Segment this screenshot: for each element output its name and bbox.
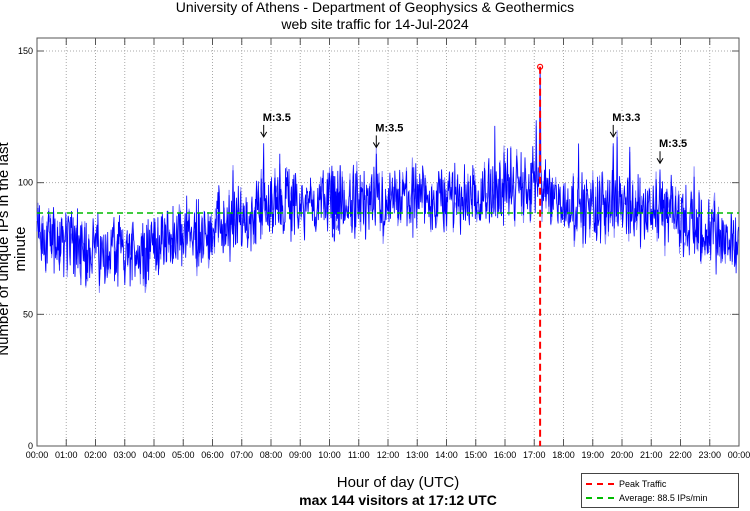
x-tick-label: 04:00 — [143, 450, 166, 460]
x-tick-label: 00:00 — [26, 450, 49, 460]
legend-label-average: Average: 88.5 IPs/min — [619, 493, 708, 503]
x-axis-label: Hour of day (UTC) — [336, 474, 460, 491]
annotation-arrowhead — [609, 131, 617, 138]
x-tick-label: 11:00 — [348, 450, 370, 460]
legend-item-peak: Peak Traffic — [586, 478, 666, 490]
x-tick-label: 06:00 — [201, 450, 224, 460]
y-tick-label: 50 — [23, 309, 33, 319]
x-tick-label: 15:00 — [464, 450, 487, 460]
x-tick-label: 14:00 — [435, 450, 458, 460]
x-tick-label: 12:00 — [377, 450, 400, 460]
x-tick-label: 01:00 — [55, 450, 78, 460]
y-tick-label: 100 — [18, 178, 33, 188]
annotation-arrowhead — [372, 142, 380, 149]
legend-swatch-average — [586, 497, 614, 499]
x-tick-label: 20:00 — [611, 450, 634, 460]
x-tick-label: 09:00 — [289, 450, 312, 460]
peak-marker — [536, 63, 544, 70]
peak-caption: max 144 visitors at 17:12 UTC — [299, 492, 497, 508]
legend-label-peak: Peak Traffic — [619, 479, 667, 489]
annotation-arrowhead — [656, 157, 664, 165]
series-line — [36, 66, 739, 287]
chart-subtitle: web site traffic for 14-Jul-2024 — [281, 16, 469, 32]
legend-swatch-peak — [586, 483, 614, 485]
x-tick-label: 22:00 — [669, 450, 692, 460]
legend-item-average: Average: 88.5 IPs/min — [586, 492, 707, 504]
x-tick-label: 05:00 — [172, 450, 195, 460]
x-tick-label: 10:00 — [318, 450, 341, 460]
annotation-label: M:3.5 — [375, 122, 403, 134]
y-tick-label: 150 — [18, 46, 33, 56]
x-tick-label: 07:00 — [230, 450, 253, 460]
x-tick-label: 21:00 — [640, 450, 663, 460]
x-tick-label: 19:00 — [581, 450, 604, 460]
annotation-label: M:3.3 — [612, 112, 640, 124]
x-tick-label: 08:00 — [260, 450, 283, 460]
x-tick-label: 17:00 — [523, 450, 546, 460]
x-tick-label: 18:00 — [552, 450, 575, 460]
annotation-label: M:3.5 — [659, 138, 687, 150]
legend: Peak Traffic Average: 88.5 IPs/min — [581, 473, 739, 508]
x-tick-label: 03:00 — [113, 450, 136, 460]
annotation-arrowhead — [260, 131, 268, 138]
x-tick-label: 23:00 — [698, 450, 721, 460]
x-tick-label: 13:00 — [406, 450, 429, 460]
x-tick-label: 02:00 — [84, 450, 107, 460]
chart-title: University of Athens - Department of Geo… — [175, 0, 575, 15]
x-tick-label: 00:00 — [728, 450, 750, 460]
x-tick-label: 16:00 — [494, 450, 517, 460]
y-tick-label: 0 — [28, 441, 33, 451]
annotation-label: M:3.5 — [263, 112, 291, 124]
